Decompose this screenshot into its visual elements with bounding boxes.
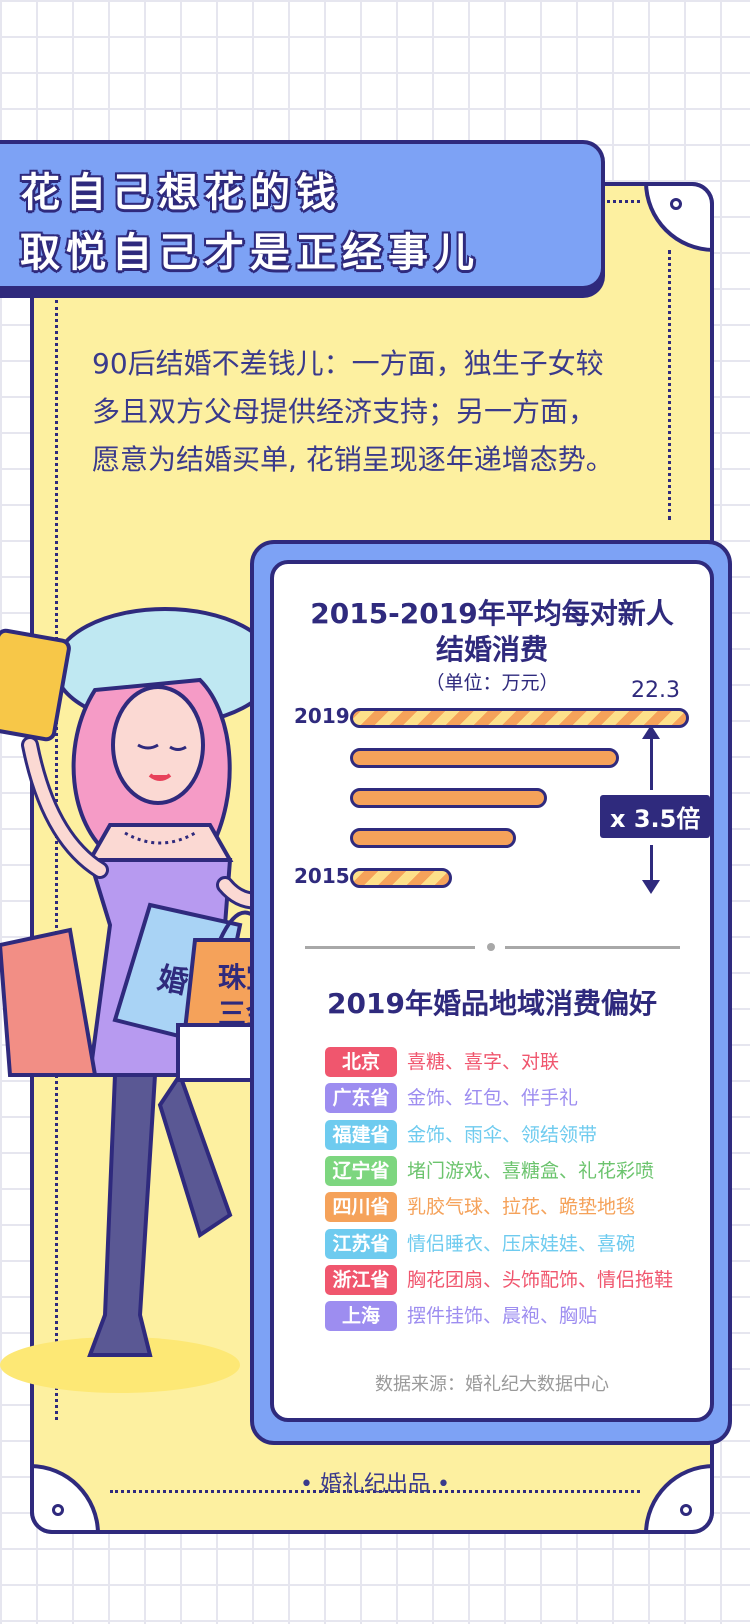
divider xyxy=(505,946,680,949)
footer-credit: • 婚礼纪出品 • xyxy=(300,1472,450,1497)
intro-line: 多且双方父母提供经济支持；另一方面， xyxy=(92,395,597,428)
growth-multiplier: x 3.5倍 xyxy=(600,795,711,838)
arrow-down-line xyxy=(650,845,653,885)
bar-label: 2019 xyxy=(294,704,350,728)
divider-dot xyxy=(487,943,495,951)
bar-value-label: 22.3 xyxy=(631,678,680,703)
ground-shadow xyxy=(0,1337,240,1393)
region-tag: 上海 xyxy=(325,1301,397,1332)
dotted-border-left xyxy=(55,300,58,1420)
divider xyxy=(305,946,475,949)
bar-2019 xyxy=(350,708,689,728)
data-source: 数据来源：婚礼纪大数据中心 xyxy=(375,1374,609,1395)
boot-icon xyxy=(87,1073,158,1357)
dotted-border-right xyxy=(668,250,671,520)
banner-title-line2: 取悦自己才是正经事儿 xyxy=(20,230,480,276)
intro-paragraph: 90后结婚不差钱儿：一方面，独生子女较 多且双方父母提供经济支持；另一方面， 愿… xyxy=(92,340,662,484)
bag-label: 婚 xyxy=(155,961,192,1001)
region-items: 金饰、红包、伴手礼 xyxy=(407,1087,579,1110)
intro-line: 90后结婚不差钱儿：一方面，独生子女较 xyxy=(92,347,604,380)
bar-2017 xyxy=(350,788,547,808)
region-items: 胸花团扇、头饰配饰、情侣拖鞋 xyxy=(407,1268,674,1291)
arrow-up-icon xyxy=(642,725,660,739)
intro-line: 愿意为结婚买单, 花销呈现逐年递增态势。 xyxy=(92,443,614,476)
region-items: 情侣睡衣、压床娃娃、喜碗 xyxy=(407,1232,636,1255)
region-items: 金饰、雨伞、领结领带 xyxy=(407,1123,598,1146)
dotted-border-bottom xyxy=(110,1490,640,1493)
shopping-bag-icon xyxy=(0,927,98,1077)
dotted-border-top xyxy=(590,200,640,203)
bar-2015 xyxy=(350,868,452,888)
region-tag: 浙江省 xyxy=(325,1264,397,1295)
region-tag: 广东省 xyxy=(325,1083,397,1114)
region-tag: 辽宁省 xyxy=(325,1155,397,1186)
region-items: 摆件挂饰、晨袍、胸贴 xyxy=(407,1305,598,1328)
arrow-down-icon xyxy=(642,880,660,894)
bar-label: 2015 xyxy=(294,864,350,888)
chart-title-line2: 结婚消费 xyxy=(435,633,548,666)
chart-unit: （单位：万元） xyxy=(425,672,559,694)
bar-2018 xyxy=(350,748,619,768)
prefs-title: 2019年婚品地域消费偏好 xyxy=(327,987,657,1020)
arrow-up-line xyxy=(650,735,653,790)
title-banner xyxy=(0,140,605,290)
region-items: 喜糖、喜字、对联 xyxy=(407,1051,560,1073)
chart-title: 2015-2019年平均每对新人 xyxy=(310,597,674,630)
region-items: 乳胶气球、拉花、跪垫地毯 xyxy=(407,1196,636,1219)
region-items: 堵门游戏、喜糖盒、礼花彩喷 xyxy=(407,1159,655,1182)
banner-title-line1: 花自己想花的钱 xyxy=(20,170,342,216)
region-tag: 福建省 xyxy=(325,1119,397,1150)
region-tag: 四川省 xyxy=(325,1192,397,1223)
bar-2016 xyxy=(350,828,516,848)
credit-card-icon xyxy=(0,628,71,742)
region-tag: 北京 xyxy=(325,1047,397,1077)
region-tag: 江苏省 xyxy=(325,1228,397,1259)
